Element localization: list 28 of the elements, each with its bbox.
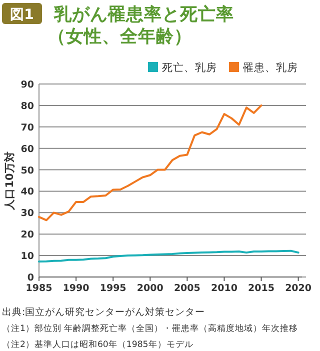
- text: （注2）基準人口は昭和60年（1985年）モデル: [2, 339, 194, 350]
- text: （注1）部位別 年齢調整死亡率（全国）・罹患率（高精度地域）年次推移: [2, 323, 298, 334]
- legend-label: 罹患、乳房: [242, 61, 298, 74]
- y-tick-label: 30: [20, 208, 34, 220]
- x-tick-label: 1990: [62, 283, 90, 294]
- y-tick-label: 60: [20, 144, 34, 155]
- x-tick-label: 2010: [210, 283, 238, 294]
- y-tick-label: 90: [20, 80, 34, 90]
- x-tick-label: 2000: [136, 283, 164, 294]
- line-series: [38, 250, 300, 263]
- y-tick-label: 50: [20, 165, 34, 176]
- y-tick-label: 80: [20, 100, 34, 112]
- x-tick-label: 2005: [174, 283, 200, 294]
- y-tick-label: 40: [20, 186, 34, 198]
- source-note: 出典:国立がん研究センターがん対策センター: [2, 306, 206, 318]
- y-axis-title: 人口10万対: [3, 151, 16, 211]
- y-tick-label: 10: [20, 251, 34, 262]
- y-tick-label: 20: [20, 230, 34, 241]
- x-tick-label: 2020: [285, 283, 312, 294]
- x-tick-label: 2015: [248, 283, 274, 294]
- x-tick-label: 1985: [26, 283, 52, 294]
- legend-label: 死亡、乳房: [162, 61, 217, 74]
- y-tick-label: 0: [27, 272, 34, 284]
- line-series: [38, 104, 262, 222]
- caption: 図1: [10, 7, 34, 23]
- x-tick-label: 1995: [100, 283, 126, 294]
- chart-title: 乳がん罹患率と死亡率（女性、全年齢）: [48, 4, 234, 47]
- y-tick-label: 70: [20, 122, 34, 134]
